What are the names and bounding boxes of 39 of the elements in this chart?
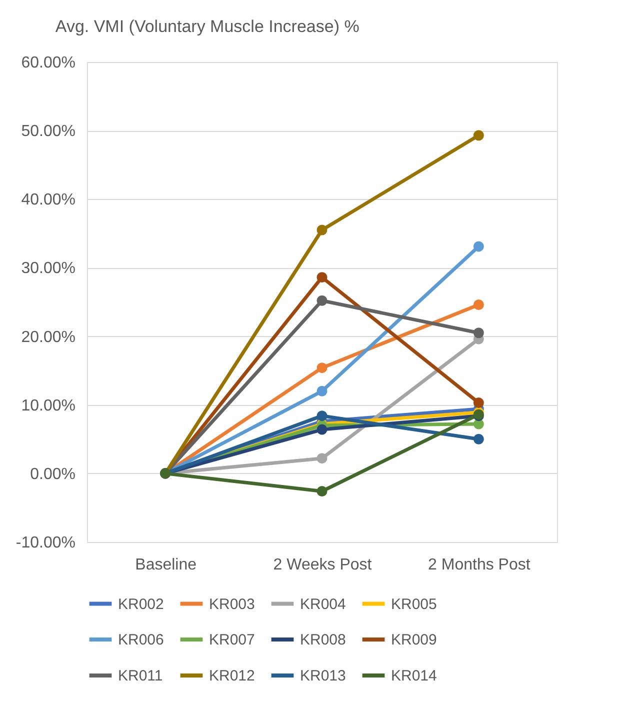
point bbox=[473, 241, 484, 252]
point bbox=[316, 410, 328, 422]
legend-label: KR007 bbox=[209, 632, 255, 648]
x-tick-label: 2 Weeks Post bbox=[273, 556, 372, 574]
y-tick-label: 60.00% bbox=[21, 54, 76, 72]
y-tick-label: 30.00% bbox=[21, 260, 76, 278]
point bbox=[316, 486, 328, 496]
y-tick-label: 10.00% bbox=[21, 397, 76, 414]
point bbox=[316, 386, 328, 396]
point bbox=[316, 424, 328, 435]
legend-label: KR012 bbox=[209, 668, 255, 684]
legend-label: KR011 bbox=[118, 668, 163, 684]
chart-title: Avg. VMI (Voluntary Muscle Increase) % bbox=[55, 17, 360, 36]
y-tick-label: 20.00% bbox=[21, 328, 76, 346]
point bbox=[473, 328, 484, 338]
legend-label: KR005 bbox=[391, 596, 437, 613]
y-tick-label: -10.00% bbox=[16, 534, 76, 552]
legend-label: KR002 bbox=[118, 596, 164, 613]
y-tick-label: 0.00% bbox=[30, 466, 76, 483]
point bbox=[473, 130, 484, 141]
x-tick-label: Baseline bbox=[135, 556, 197, 574]
legend-label: KR008 bbox=[300, 632, 346, 648]
y-tick-label: 50.00% bbox=[21, 123, 76, 140]
x-tick-label: 2 Months Post bbox=[428, 556, 531, 574]
point bbox=[316, 272, 328, 283]
legend-label: KR009 bbox=[391, 632, 437, 648]
legend-label: KR013 bbox=[300, 668, 346, 684]
point bbox=[316, 295, 328, 306]
legend-label: KR004 bbox=[300, 596, 346, 613]
point bbox=[473, 398, 484, 408]
legend-label: KR003 bbox=[209, 596, 255, 613]
legend-label: KR006 bbox=[118, 632, 164, 648]
point bbox=[473, 300, 484, 310]
y-tick-label: 40.00% bbox=[21, 192, 76, 209]
point bbox=[473, 434, 484, 444]
point bbox=[316, 362, 328, 374]
point bbox=[316, 453, 328, 464]
legend-label: KR014 bbox=[391, 668, 437, 684]
point bbox=[316, 224, 328, 236]
